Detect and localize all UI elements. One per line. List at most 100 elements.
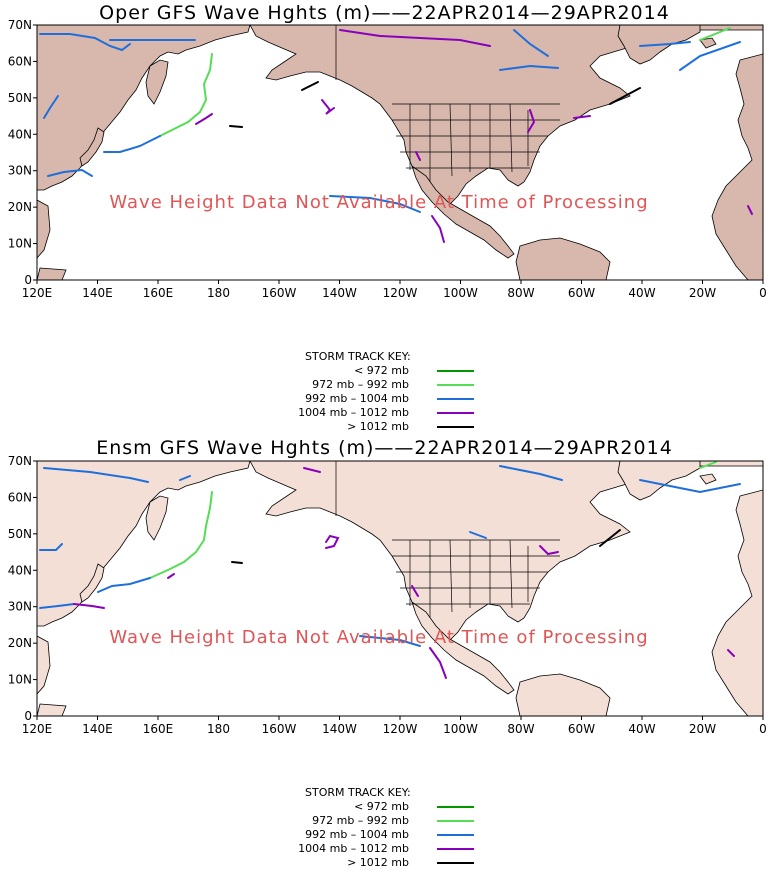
key-title: STORM TRACK KEY: <box>305 350 411 363</box>
x-tick-label: 160W <box>262 286 297 300</box>
x-tick-label: 80W <box>507 286 534 300</box>
key-swatch <box>437 820 474 822</box>
key-label: 992 mb – 1004 mb <box>305 392 409 405</box>
storm-track <box>321 99 335 115</box>
key-title: STORM TRACK KEY: <box>305 786 411 799</box>
key-label: 1004 mb – 1012 mb <box>298 406 409 419</box>
storm-track <box>39 33 131 52</box>
x-tick-label: 60W <box>568 722 595 736</box>
key-row: 992 mb – 1004 mb <box>0 828 769 842</box>
key-row: 1004 mb – 1012 mb <box>0 842 769 856</box>
x-axis: 120E 140E 160E 180 160W 140W 120W 100W 80W 60W 40W… <box>22 716 767 736</box>
key-row: 972 mb – 992 mb <box>0 378 769 392</box>
y-tick-label: 30N <box>8 164 32 178</box>
storm-track <box>727 649 735 657</box>
panel-title: Oper GFS Wave Hghts (m)——22APR2014—29APR… <box>99 2 670 24</box>
y-tick-label: 60N <box>8 54 32 68</box>
storm-track <box>747 205 753 215</box>
x-tick-label: 0 <box>759 286 767 300</box>
x-tick-label: 180 <box>207 722 230 736</box>
x-tick-label: 80W <box>507 722 534 736</box>
x-tick-label: 180 <box>207 286 230 300</box>
no-data-message: Wave Height Data Not Available At Time o… <box>109 627 648 648</box>
key-row: < 972 mb <box>0 364 769 378</box>
y-tick-label: 70N <box>8 18 32 32</box>
panel-title: Ensm GFS Wave Hghts (m)——22APR2014—29APR… <box>96 437 673 459</box>
storm-track <box>43 95 59 119</box>
storm-track <box>415 151 421 161</box>
x-tick-label: 160E <box>143 722 174 736</box>
storm-track <box>167 573 175 579</box>
storm-track <box>639 41 691 47</box>
storm-track <box>303 467 321 473</box>
storm-track <box>47 168 93 177</box>
y-tick-label: 20N <box>8 200 32 214</box>
y-tick-label: 10N <box>8 237 32 251</box>
storm-track <box>469 531 487 539</box>
key-row: 992 mb – 1004 mb <box>0 392 769 406</box>
storm-track <box>103 135 161 153</box>
key-row: < 972 mb <box>0 800 769 814</box>
x-tick-label: 160W <box>262 722 297 736</box>
x-tick-label: 100W <box>443 286 478 300</box>
storm-track <box>39 603 75 609</box>
y-tick-label: 40N <box>8 127 32 141</box>
storm-track <box>149 491 213 579</box>
key-swatch <box>437 412 474 414</box>
storm-track <box>411 585 419 597</box>
storm-track <box>573 115 591 119</box>
storm-track <box>301 81 319 91</box>
storm-track <box>195 113 213 125</box>
key-swatch <box>437 426 474 428</box>
key-swatch <box>437 834 474 836</box>
storm-track <box>73 603 105 609</box>
x-tick-label: 120W <box>383 722 418 736</box>
x-tick-label: 20W <box>689 286 716 300</box>
landmasses <box>37 461 763 716</box>
key-label: 972 mb – 992 mb <box>312 378 409 391</box>
storm-track <box>609 87 641 105</box>
storm-tracks <box>39 27 753 243</box>
storm-track <box>231 561 243 564</box>
storm-track <box>699 461 717 469</box>
key-row: > 1012 mb <box>0 856 769 870</box>
storm-track <box>699 27 731 41</box>
x-tick-label: 140W <box>322 286 357 300</box>
x-tick-label: 40W <box>628 286 655 300</box>
x-tick-label: 120W <box>383 286 418 300</box>
key-label: < 972 mb <box>354 364 409 377</box>
storm-track <box>539 545 559 556</box>
storm-track <box>325 534 340 549</box>
key-swatch <box>437 384 474 386</box>
y-tick-label: 40N <box>8 563 32 577</box>
y-tick-label: 10N <box>8 673 32 687</box>
x-tick-label: 120E <box>22 722 53 736</box>
x-tick-label: 140E <box>82 286 113 300</box>
key-label: > 1012 mb <box>347 856 409 869</box>
x-tick-label: 20W <box>689 722 716 736</box>
storm-track <box>499 64 559 71</box>
key-swatch <box>437 862 474 864</box>
key-swatch <box>437 806 474 808</box>
y-tick-label: 20N <box>8 636 32 650</box>
y-tick-label: 30N <box>8 600 32 614</box>
key-row: > 1012 mb <box>0 420 769 434</box>
y-axis: 0 10N 20N 30N 40N 50N 60N 70N <box>8 454 37 723</box>
key-label: < 972 mb <box>354 800 409 813</box>
key-row: 972 mb – 992 mb <box>0 814 769 828</box>
storm-track <box>339 29 491 47</box>
key-row: 1004 mb – 1012 mb <box>0 406 769 420</box>
x-tick-label: 140W <box>322 722 357 736</box>
x-tick-label: 120E <box>22 286 53 300</box>
key-swatch <box>437 370 474 372</box>
key-swatch <box>437 398 474 400</box>
x-tick-label: 160E <box>143 286 174 300</box>
x-tick-label: 0 <box>759 722 767 736</box>
state-borders <box>335 25 560 182</box>
y-tick-label: 70N <box>8 454 32 468</box>
storm-track <box>179 475 191 481</box>
y-tick-label: 0 <box>24 273 32 287</box>
x-tick-label: 100W <box>443 722 478 736</box>
storm-track <box>599 529 621 547</box>
storm-track <box>359 635 421 647</box>
